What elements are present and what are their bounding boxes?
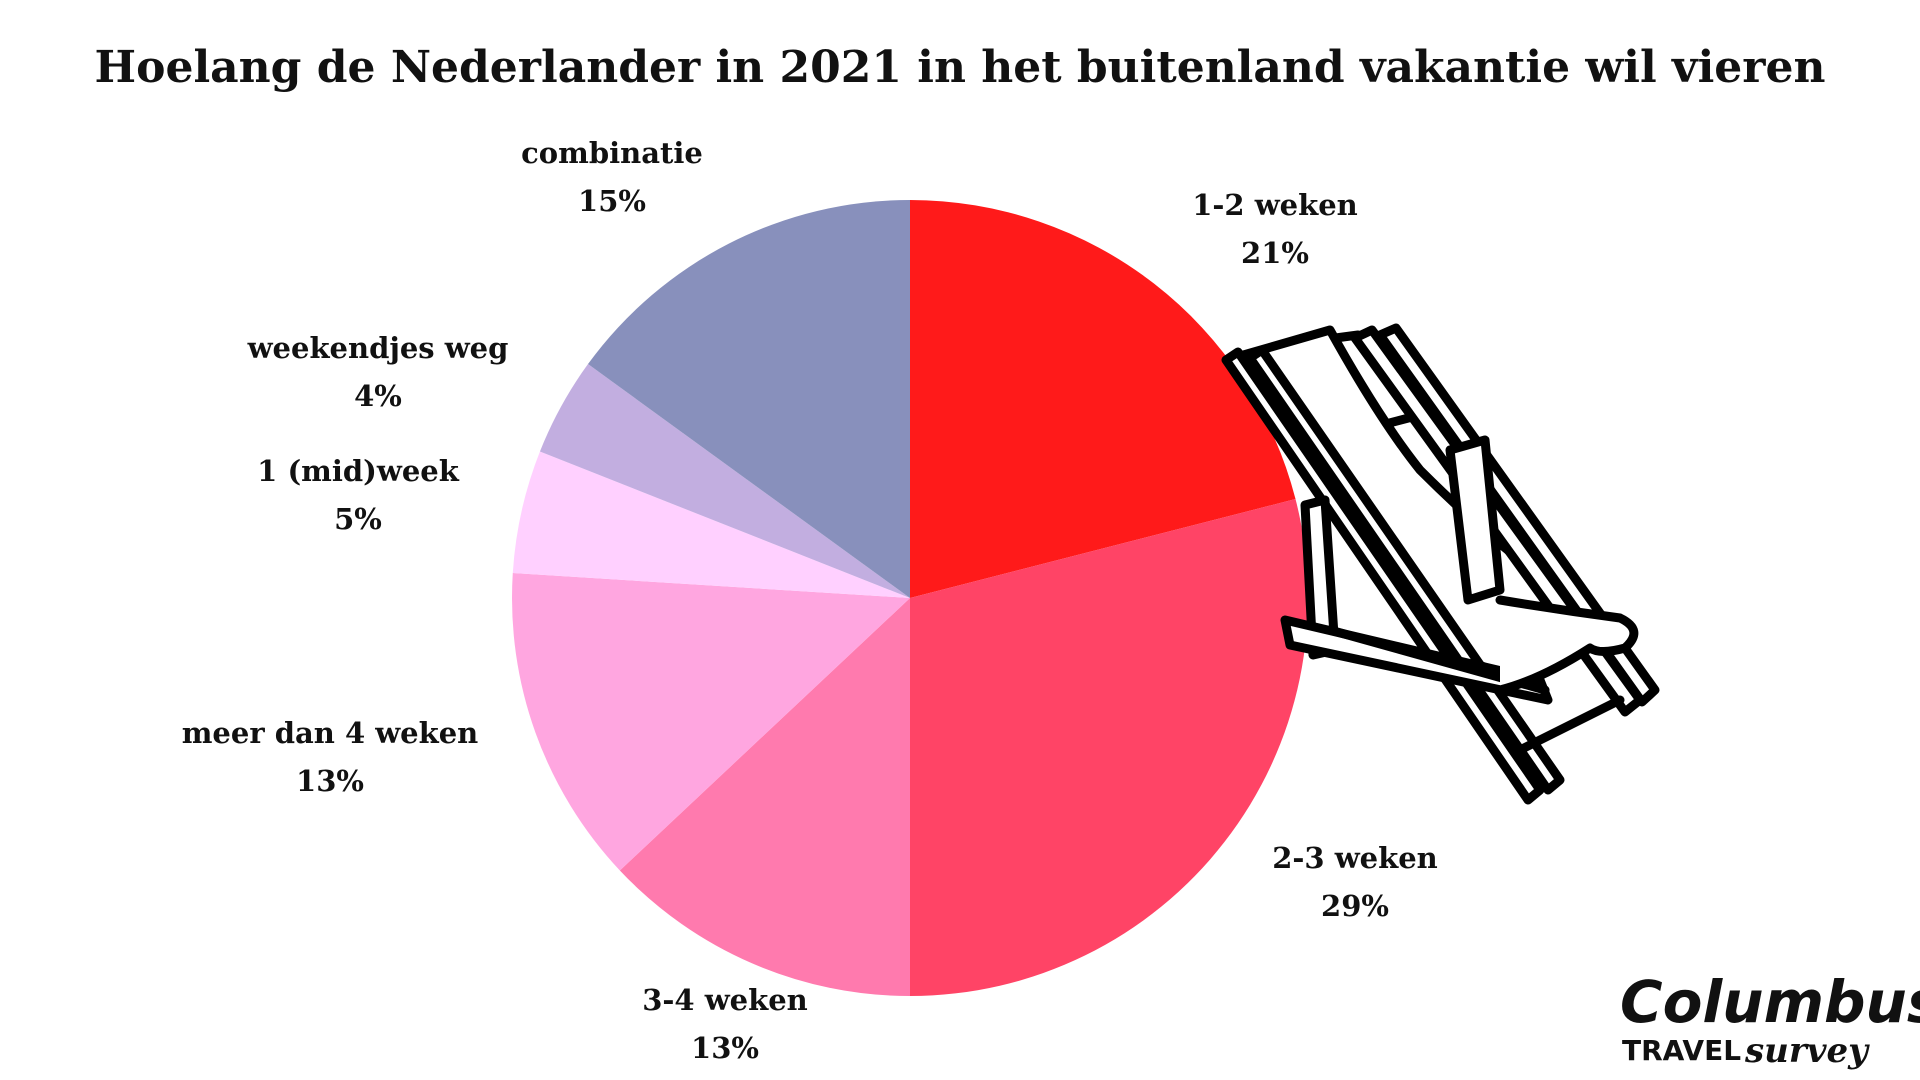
slice-value-label: 15% bbox=[578, 184, 646, 218]
pie-slices bbox=[512, 200, 1309, 996]
pie-labels: 1-2 weken 21% 2-3 weken 29% 3-4 weken 13% meer… bbox=[182, 136, 1438, 1065]
brand-name: Columbus bbox=[1620, 968, 1920, 1036]
brand-survey: survey bbox=[1744, 1031, 1870, 1071]
pie-slice-weekendjes-weg bbox=[539, 364, 910, 598]
pie-slice-1-mid-week bbox=[512, 451, 910, 598]
slice-label: 1-2 weken bbox=[1192, 188, 1358, 222]
chart-title: Hoelang de Nederlander in 2021 in het bu… bbox=[95, 42, 1826, 93]
slice-value-label: 21% bbox=[1241, 236, 1309, 270]
slice-label: weekendjes weg bbox=[247, 331, 509, 365]
slice-label: 1 (mid)week bbox=[257, 454, 460, 488]
slice-value-label: 29% bbox=[1321, 889, 1389, 923]
columbus-logo: Columbus TRAVEL survey bbox=[1620, 968, 1920, 1071]
pie-slice-1-2-weken bbox=[910, 200, 1296, 598]
slice-value-label: 5% bbox=[334, 502, 382, 536]
pie-slice-combinatie bbox=[588, 200, 910, 598]
slice-label: meer dan 4 weken bbox=[182, 716, 479, 750]
slice-value-label: 13% bbox=[691, 1031, 759, 1065]
slice-label: 3-4 weken bbox=[642, 983, 808, 1017]
brand-travel: TRAVEL bbox=[1622, 1034, 1741, 1067]
pie-slice-meer-dan-4-weken bbox=[512, 573, 910, 871]
pie-slice-2-3-weken bbox=[910, 499, 1309, 996]
slice-value-label: 4% bbox=[354, 379, 402, 413]
slice-label: combinatie bbox=[521, 136, 703, 170]
slice-value-label: 13% bbox=[296, 764, 364, 798]
slice-label: 2-3 weken bbox=[1272, 841, 1438, 875]
deck-chair-icon bbox=[1221, 323, 1660, 805]
pie-slice-3-4-weken bbox=[619, 598, 910, 996]
